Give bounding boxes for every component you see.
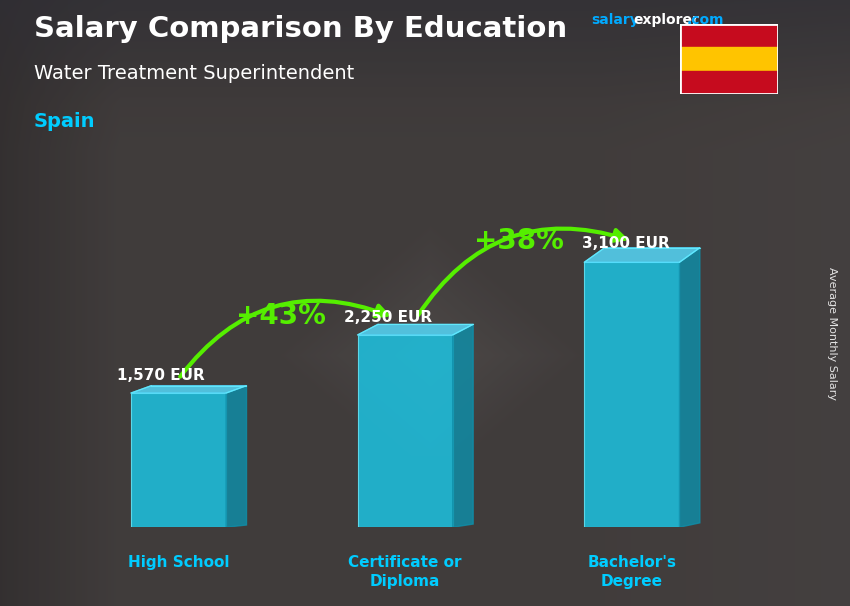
Bar — [680, 72, 778, 94]
Text: Average Monthly Salary: Average Monthly Salary — [827, 267, 837, 400]
Text: 1,570 EUR: 1,570 EUR — [117, 368, 205, 383]
Text: Spain: Spain — [34, 112, 95, 131]
Polygon shape — [453, 324, 473, 527]
Polygon shape — [358, 324, 473, 335]
Bar — [584, 262, 679, 527]
Text: Certificate or
Diploma: Certificate or Diploma — [348, 554, 462, 590]
Bar — [680, 47, 778, 72]
Polygon shape — [226, 385, 246, 527]
Text: salary: salary — [591, 13, 638, 27]
Polygon shape — [679, 248, 700, 527]
Text: +43%: +43% — [235, 302, 326, 330]
Text: 2,250 EUR: 2,250 EUR — [344, 310, 432, 325]
Text: +38%: +38% — [473, 227, 564, 255]
Text: High School: High School — [128, 554, 230, 570]
Bar — [680, 24, 778, 47]
Polygon shape — [584, 248, 700, 262]
Text: Water Treatment Superintendent: Water Treatment Superintendent — [34, 64, 354, 82]
Text: Salary Comparison By Education: Salary Comparison By Education — [34, 15, 567, 43]
Text: .com: .com — [687, 13, 724, 27]
Polygon shape — [131, 385, 246, 393]
Text: 3,100 EUR: 3,100 EUR — [582, 236, 670, 251]
FancyArrowPatch shape — [418, 228, 625, 315]
Text: explorer: explorer — [633, 13, 699, 27]
Bar — [358, 335, 453, 527]
Bar — [131, 393, 226, 527]
FancyArrowPatch shape — [180, 301, 387, 376]
Text: Bachelor's
Degree: Bachelor's Degree — [587, 554, 677, 590]
